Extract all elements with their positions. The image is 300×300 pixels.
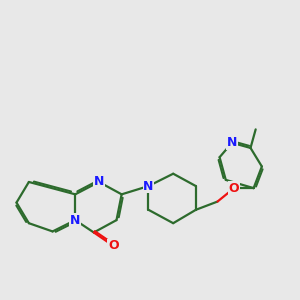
Text: N: N [143, 180, 154, 193]
Text: N: N [227, 136, 237, 149]
Text: N: N [70, 214, 80, 226]
Text: O: O [108, 239, 119, 252]
Text: N: N [94, 176, 104, 188]
Text: O: O [229, 182, 239, 195]
